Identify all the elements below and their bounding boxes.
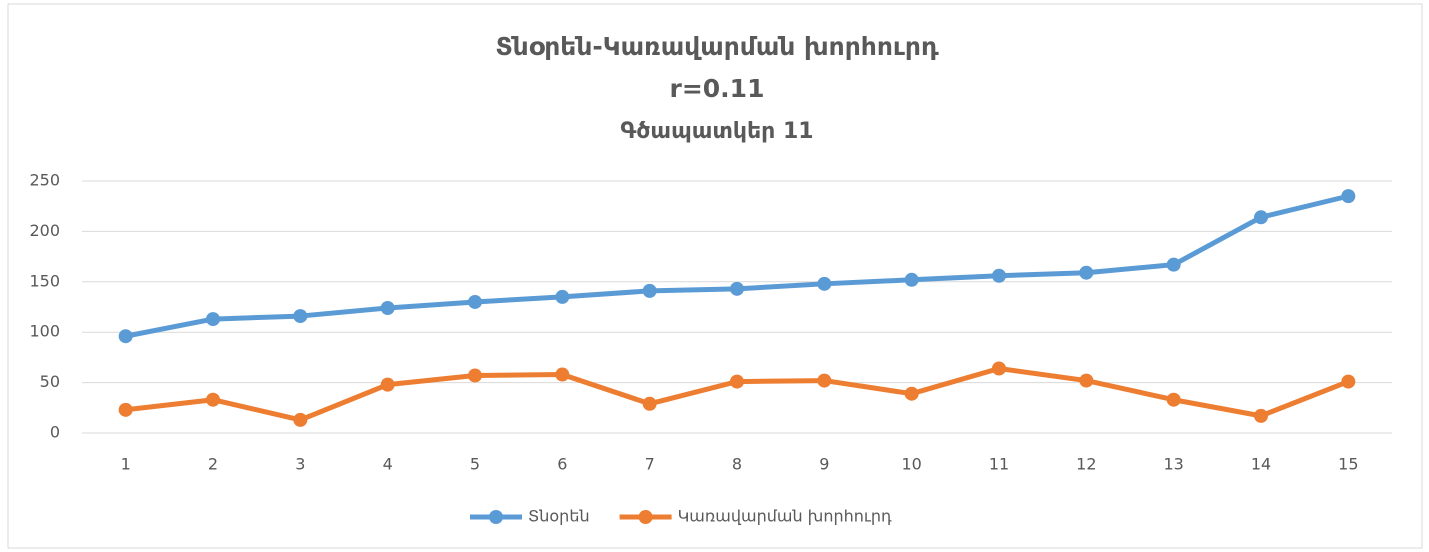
legend-marker	[489, 510, 503, 524]
x-tick-label: 7	[645, 455, 655, 474]
data-point	[1254, 408, 1268, 423]
data-point	[380, 301, 395, 316]
y-tick-label: 250	[29, 171, 60, 190]
x-tick-label: 8	[732, 455, 742, 474]
data-point	[555, 367, 570, 382]
chart-caption: Գծապատկեր 11	[620, 119, 813, 144]
x-tick-label: 3	[295, 455, 305, 474]
data-point	[1341, 189, 1356, 204]
data-point	[468, 368, 482, 383]
data-point	[118, 329, 133, 344]
x-tick-label: 6	[557, 455, 567, 474]
data-point	[1079, 373, 1094, 388]
x-tick-label: 12	[1076, 455, 1096, 474]
legend-label: Տնօրեն	[528, 507, 590, 526]
data-point	[1166, 392, 1181, 407]
chart-title: Տնօրեն-Կառավարման խորհուրդ	[495, 32, 939, 61]
data-point	[992, 361, 1006, 376]
y-tick-label: 150	[29, 271, 60, 290]
x-tick-label: 15	[1338, 455, 1358, 474]
y-tick-label: 100	[29, 322, 60, 341]
data-point	[206, 392, 220, 407]
x-tick-label: 14	[1251, 455, 1271, 474]
data-point	[730, 281, 744, 296]
chart-border	[7, 3, 1423, 549]
y-tick-label: 0	[50, 423, 60, 442]
data-point	[293, 309, 308, 324]
data-point	[904, 272, 919, 287]
x-tick-label: 5	[470, 455, 480, 474]
data-point	[1341, 374, 1356, 389]
data-point	[642, 283, 657, 298]
data-point	[1079, 265, 1094, 280]
data-point	[293, 412, 308, 427]
x-tick-label: 13	[1163, 455, 1183, 474]
legend-label: Կառավարման խորհուրդ	[678, 507, 892, 526]
data-point	[1254, 210, 1268, 225]
y-tick-label: 200	[29, 221, 60, 240]
data-point	[206, 312, 220, 327]
data-point	[380, 377, 395, 392]
y-tick-label: 50	[40, 372, 60, 391]
x-tick-label: 1	[121, 455, 131, 474]
data-point	[642, 396, 657, 411]
data-point	[555, 289, 570, 304]
x-tick-label: 4	[383, 455, 393, 474]
legend-marker	[638, 510, 653, 524]
data-point	[730, 374, 744, 389]
data-point	[468, 294, 482, 309]
data-point	[992, 268, 1006, 283]
x-tick-label: 10	[901, 455, 921, 474]
x-tick-label: 9	[819, 455, 829, 474]
data-point	[1166, 257, 1181, 272]
x-tick-label: 2	[208, 455, 218, 474]
data-point	[817, 276, 832, 291]
data-point	[817, 373, 832, 388]
chart-subtitle: r=0.11	[670, 74, 765, 103]
x-tick-label: 11	[989, 455, 1009, 474]
data-point	[904, 386, 919, 401]
data-point	[118, 402, 133, 417]
